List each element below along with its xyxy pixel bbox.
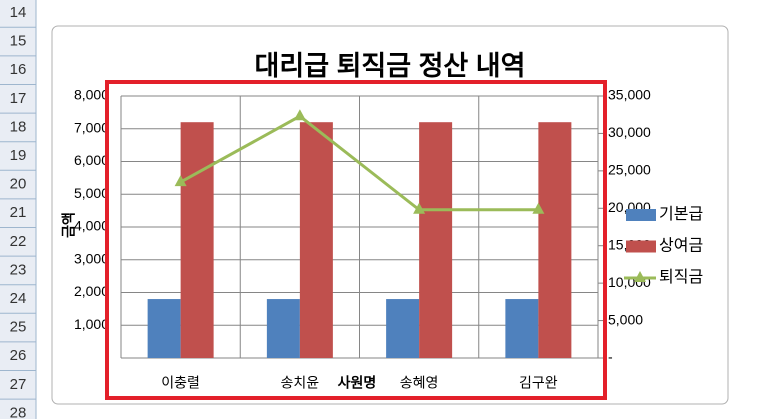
row-number: 27 [10, 376, 27, 393]
row-number: 20 [10, 176, 27, 193]
bar [266, 299, 300, 358]
x-axis-title: 사원명 [338, 375, 377, 391]
line-marker [174, 175, 187, 187]
row-number: 25 [10, 319, 27, 336]
legend-marker [634, 271, 646, 282]
row-number: 19 [10, 147, 27, 164]
y2-tick-label: 30,000 [608, 124, 651, 140]
row-number: 21 [10, 204, 27, 221]
y-tick-label: 8,000 [74, 87, 109, 103]
y2-tick-label: 35,000 [608, 87, 651, 103]
row-number: 23 [10, 261, 27, 278]
y-axis-title: 금액 [61, 212, 77, 238]
x-tick-label: 이충렬 [161, 375, 200, 391]
y-tick-label: 5,000 [74, 185, 109, 201]
legend-label: 기본급 [659, 205, 703, 223]
row-header-bar [0, 0, 36, 419]
bar [386, 299, 420, 358]
row-number: 28 [10, 404, 27, 419]
row-number: 26 [10, 347, 27, 364]
legend-swatch [626, 209, 656, 221]
y2-tick-label: - [608, 349, 613, 365]
y-tick-label: 6,000 [74, 152, 109, 168]
highlight-box [105, 80, 607, 400]
x-tick-label: 김구완 [519, 375, 558, 391]
legend-swatch [626, 240, 656, 253]
bar [147, 299, 181, 358]
bar [180, 122, 214, 358]
line-marker [532, 202, 545, 214]
y-tick-label: 1,000 [74, 316, 109, 332]
y-tick-label: 2,000 [74, 283, 109, 299]
line-marker [413, 202, 426, 214]
x-tick-label: 송혜영 [400, 375, 439, 391]
legend-label: 퇴직금 [659, 268, 703, 286]
y-tick-label: 4,000 [74, 218, 109, 234]
line-series [179, 114, 539, 212]
bar [538, 122, 572, 358]
y2-tick-label: 25,000 [608, 162, 651, 178]
row-number: 16 [10, 61, 27, 78]
bar [505, 299, 539, 358]
line-marker [293, 109, 306, 121]
row-number: 14 [10, 4, 27, 21]
y2-tick-label: 5,000 [608, 311, 643, 327]
chart-title: 대리급 퇴직금 정산 내역 [255, 51, 526, 81]
row-number: 17 [10, 90, 27, 107]
row-number: 22 [10, 233, 27, 250]
row-number: 15 [10, 33, 27, 50]
row-number: 24 [10, 290, 27, 307]
bar [419, 122, 453, 358]
y-tick-label: 7,000 [74, 119, 109, 135]
x-tick-label: 송치윤 [281, 375, 320, 391]
row-number: 18 [10, 118, 27, 135]
bar [299, 122, 333, 358]
legend-label: 상여금 [659, 237, 703, 255]
y-tick-label: 3,000 [74, 250, 109, 266]
